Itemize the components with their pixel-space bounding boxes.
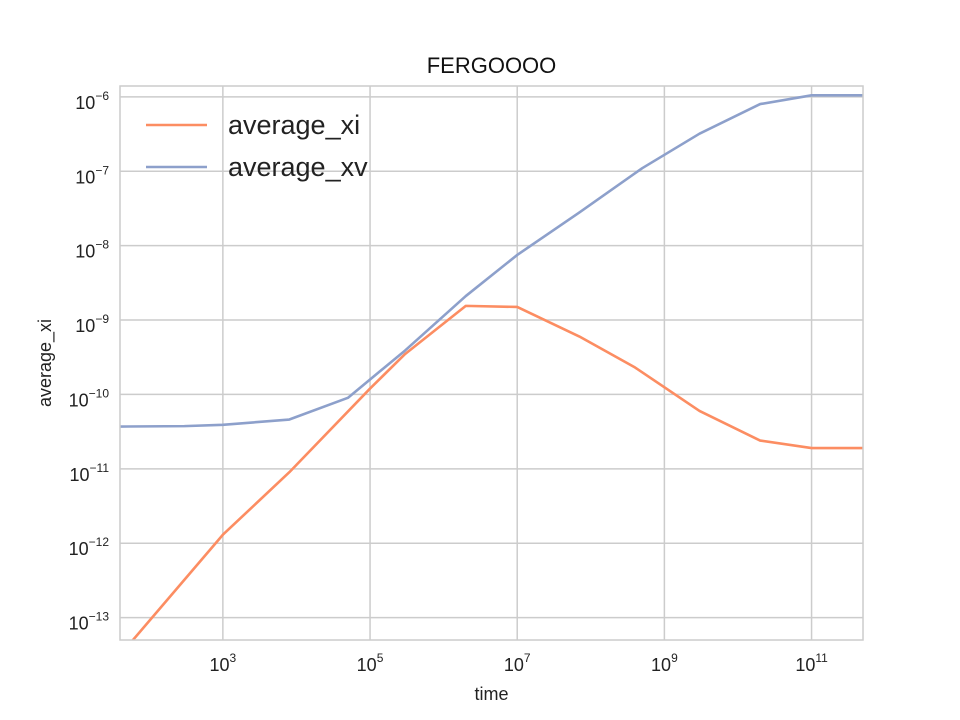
x-tick-label: 105	[357, 651, 384, 675]
y-tick-label: 10−8	[75, 238, 109, 262]
y-tick-label: 10−9	[75, 312, 109, 336]
x-tick-label: 103	[210, 651, 237, 675]
legend: average_xi average_xv	[146, 110, 368, 182]
plot-frame	[119, 85, 864, 641]
x-tick-label: 107	[504, 651, 531, 675]
y-tick-label: 10−13	[69, 610, 110, 634]
y-tick-label: 10−11	[70, 461, 110, 485]
x-tick-labels: 103 105 107 109 1011	[210, 651, 829, 675]
series-layer	[120, 93, 863, 640]
grid-lines	[120, 86, 863, 640]
x-axis-label: time	[474, 684, 508, 704]
chart-title: FERGOOOO	[427, 53, 557, 78]
y-tick-label: 10−7	[75, 163, 109, 187]
series-line-average-xi	[131, 304, 863, 640]
plot-area-background	[120, 86, 863, 640]
y-tick-label: 10−6	[75, 89, 109, 113]
legend-label-average-xv: average_xv	[228, 152, 368, 182]
legend-label-average-xi: average_xi	[228, 110, 360, 140]
series-line-average-xv	[120, 93, 863, 428]
y-tick-label: 10−10	[69, 386, 110, 410]
y-tick-label: 10−12	[69, 535, 110, 559]
y-tick-labels: 10−13 10−12 10−11 10−10 10−9 10−8 10−7 10−6	[69, 89, 110, 634]
x-tick-label: 1011	[795, 651, 828, 675]
x-tick-label: 109	[651, 651, 678, 675]
y-axis-label: average_xi	[35, 319, 56, 407]
